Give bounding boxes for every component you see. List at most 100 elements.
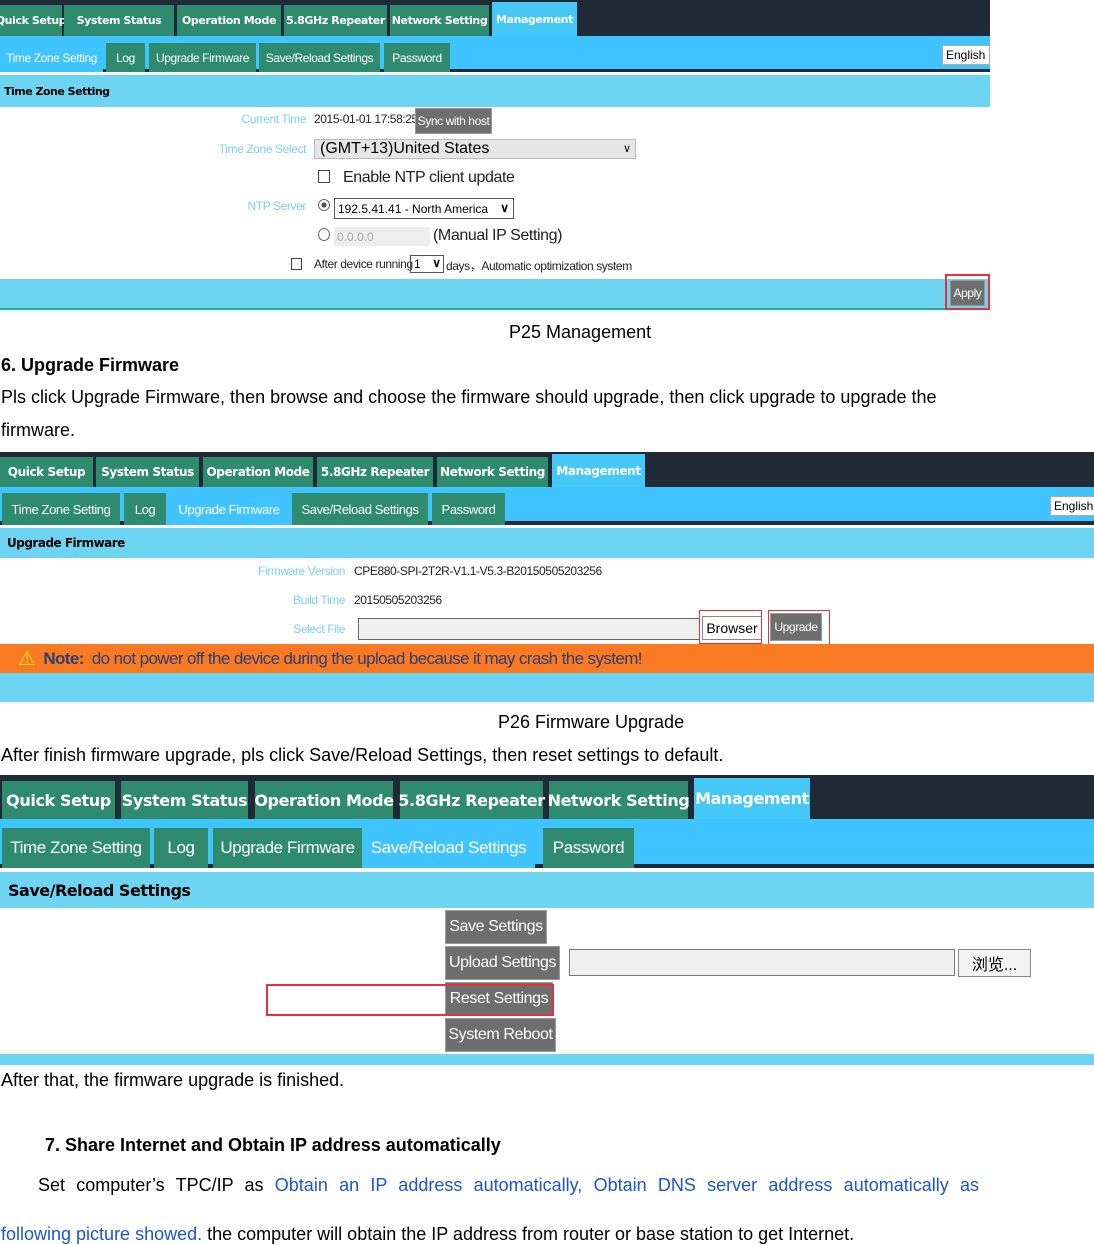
highlight-box bbox=[266, 984, 554, 1016]
ntp-enable-checkbox[interactable] bbox=[318, 170, 330, 183]
firmware-version-value: CPE880-SPI-2T2R-V1.1-V5.3-B2015050520325… bbox=[354, 564, 602, 578]
highlight-text: following picture showed. bbox=[1, 1224, 203, 1244]
timezone-label: Time Zone Select bbox=[218, 142, 307, 156]
main-tab-5-8ghz-repeater[interactable]: 5.8GHz Repeater bbox=[317, 457, 433, 487]
sub-tab-log[interactable]: Log bbox=[124, 493, 166, 525]
ntp-enable-label: Enable NTP client update bbox=[343, 169, 515, 186]
sub-tab-password[interactable]: Password bbox=[384, 43, 450, 72]
build-time-label: Build Time bbox=[292, 593, 345, 607]
main-tab-management[interactable]: Management bbox=[694, 778, 810, 819]
upgrade-button[interactable]: Upgrade bbox=[770, 613, 822, 641]
warning-icon: ⚠ bbox=[18, 648, 36, 670]
main-tab-5-8ghz-repeater[interactable]: 5.8GHz Repeater bbox=[398, 781, 545, 819]
main-tab-operation-mode[interactable]: Operation Mode bbox=[203, 457, 313, 487]
main-nav: Quick Setup System Status Operation Mode 5.… bbox=[0, 775, 1094, 819]
save-settings-button[interactable]: Save Settings bbox=[445, 910, 547, 944]
main-nav: Quick Setup System Status Operation Mode 5.… bbox=[0, 452, 1094, 487]
sub-tab-log[interactable]: Log bbox=[154, 828, 208, 868]
file-path-input[interactable] bbox=[358, 618, 700, 640]
paragraph-line: After finish firmware upgrade, pls click… bbox=[1, 745, 724, 765]
paragraph-line: firmware. bbox=[1, 420, 76, 440]
sub-tab-save-reload-settings[interactable]: Save/Reload Settings bbox=[362, 828, 535, 868]
manual-ip-radio[interactable] bbox=[318, 228, 330, 241]
note-banner: ⚠ Note: do not power off the device duri… bbox=[0, 644, 1094, 673]
sub-tab-save-reload-settings[interactable]: Save/Reload Settings bbox=[259, 43, 380, 72]
sub-tab-upgrade-firmware[interactable]: Upgrade Firmware bbox=[149, 43, 256, 72]
sub-tab-password[interactable]: Password bbox=[543, 828, 634, 868]
sub-tab-password[interactable]: Password bbox=[432, 493, 505, 525]
language-select[interactable]: English bbox=[1050, 496, 1094, 516]
note-text: do not power off the device during the u… bbox=[91, 648, 643, 668]
current-time-value: 2015-01-01 17:58:25 bbox=[314, 112, 418, 126]
main-tab-operation-mode[interactable]: Operation Mode bbox=[254, 781, 394, 819]
highlight-box bbox=[768, 610, 830, 645]
reset-settings-button[interactable]: Reset Settings bbox=[445, 982, 553, 1016]
sub-tab-time-zone-setting[interactable]: Time Zone Setting bbox=[2, 493, 120, 525]
sub-tab-save-reload-settings[interactable]: Save/Reload Settings bbox=[292, 493, 428, 525]
main-tab-network-setting[interactable]: Network Setting bbox=[548, 781, 690, 819]
heading-share-internet: 7. Share Internet and Obtain IP address … bbox=[45, 1135, 501, 1155]
highlight-text: Obtain an IP address automatically, Obta… bbox=[274, 1175, 980, 1195]
upgrade-firmware-panel: Quick Setup System Status Operation Mode 5.… bbox=[0, 452, 1094, 702]
ntp-server-value: 192.5.41.41 - North America bbox=[338, 202, 489, 216]
file-path-input[interactable] bbox=[569, 949, 955, 976]
main-tab-management[interactable]: Management bbox=[552, 454, 645, 487]
section-title: Time Zone Setting bbox=[0, 75, 990, 107]
after-running-label: After device running bbox=[314, 257, 413, 271]
ntp-server-radio[interactable] bbox=[318, 199, 330, 211]
note-label: Note: bbox=[43, 648, 84, 668]
chevron-down-icon: ∨ bbox=[622, 143, 631, 155]
browse-button[interactable]: Browser bbox=[702, 616, 762, 640]
select-file-label: Select File bbox=[293, 622, 345, 636]
paragraph-text: Set computer’s TPC/IP as bbox=[38, 1175, 275, 1195]
sub-nav: Time Zone Setting Log Upgrade Firmware Save… bbox=[0, 819, 1094, 868]
main-tab-system-status[interactable]: System Status bbox=[121, 781, 248, 819]
main-tab-system-status[interactable]: System Status bbox=[96, 457, 199, 487]
manual-ip-input[interactable]: 0.0.0.0 bbox=[334, 227, 430, 246]
caption-p25: P25 Management bbox=[509, 322, 652, 342]
main-tab-quick-setup[interactable]: Quick Setup bbox=[0, 5, 67, 36]
paragraph-line: following picture showed. the computer w… bbox=[1, 1224, 854, 1245]
main-tab-network-setting[interactable]: Network Setting bbox=[437, 457, 548, 487]
main-tab-management[interactable]: Management bbox=[492, 2, 577, 36]
auto-optimize-checkbox[interactable] bbox=[291, 258, 302, 270]
main-tab-quick-setup[interactable]: Quick Setup bbox=[2, 781, 115, 819]
main-tab-system-status[interactable]: System Status bbox=[64, 5, 174, 36]
main-nav: Quick Setup System Status Operation Mode 5.… bbox=[0, 0, 990, 36]
sub-nav: Time Zone Setting Log Upgrade Firmware Save… bbox=[0, 487, 1094, 525]
main-tab-quick-setup[interactable]: Quick Setup bbox=[0, 457, 93, 487]
ntp-server-label: NTP Server bbox=[247, 199, 307, 213]
footer-bar bbox=[0, 673, 1094, 702]
time-zone-panel: Quick Setup System Status Operation Mode 5.… bbox=[0, 0, 990, 310]
chevron-down-icon: ∨ bbox=[432, 256, 441, 270]
sub-tab-upgrade-firmware[interactable]: Upgrade Firmware bbox=[213, 828, 362, 868]
days-select[interactable]: 1 ∨ bbox=[410, 255, 444, 273]
section-title: Upgrade Firmware bbox=[0, 528, 1094, 558]
paragraph-line: Pls click Upgrade Firmware, then browse … bbox=[1, 387, 937, 407]
caption-p26: P26 Firmware Upgrade bbox=[498, 712, 685, 732]
highlight-box bbox=[945, 274, 990, 310]
paragraph-line: Set computer’s TPC/IP as Obtain an IP ad… bbox=[38, 1175, 979, 1196]
sub-tab-time-zone-setting[interactable]: Time Zone Setting bbox=[2, 828, 150, 868]
apply-button[interactable]: Apply bbox=[950, 280, 985, 306]
system-reboot-button[interactable]: System Reboot bbox=[445, 1018, 556, 1052]
footer-bar bbox=[0, 1054, 1094, 1065]
sub-tab-upgrade-firmware[interactable]: Upgrade Firmware bbox=[166, 493, 292, 525]
main-tab-5-8ghz-repeater[interactable]: 5.8GHz Repeater bbox=[284, 5, 387, 36]
sub-nav: Time Zone Setting Log Upgrade Firmware Save… bbox=[0, 36, 990, 72]
ntp-server-select[interactable]: 192.5.41.41 - North America ∨ bbox=[334, 198, 514, 219]
main-tab-network-setting[interactable]: Network Setting bbox=[390, 5, 489, 36]
timezone-value: (GMT+13)United States bbox=[320, 140, 490, 157]
timezone-select[interactable]: (GMT+13)United States ∨ bbox=[314, 139, 636, 159]
build-time-value: 20150505203256 bbox=[354, 593, 442, 607]
language-select[interactable]: English bbox=[942, 45, 990, 65]
sync-with-host-button[interactable]: Sync with host bbox=[415, 108, 492, 134]
paragraph-text: the computer will obtain the IP address … bbox=[202, 1224, 855, 1244]
upload-settings-button[interactable]: Upload Settings bbox=[445, 946, 560, 980]
main-tab-operation-mode[interactable]: Operation Mode bbox=[177, 5, 281, 36]
sub-tab-log[interactable]: Log bbox=[106, 43, 145, 72]
paragraph-line: After that, the firmware upgrade is fini… bbox=[1, 1070, 345, 1090]
browse-button[interactable]: 浏览... bbox=[958, 949, 1031, 977]
sub-tab-time-zone-setting[interactable]: Time Zone Setting bbox=[0, 43, 103, 72]
section-title: Save/Reload Settings bbox=[0, 872, 1094, 908]
